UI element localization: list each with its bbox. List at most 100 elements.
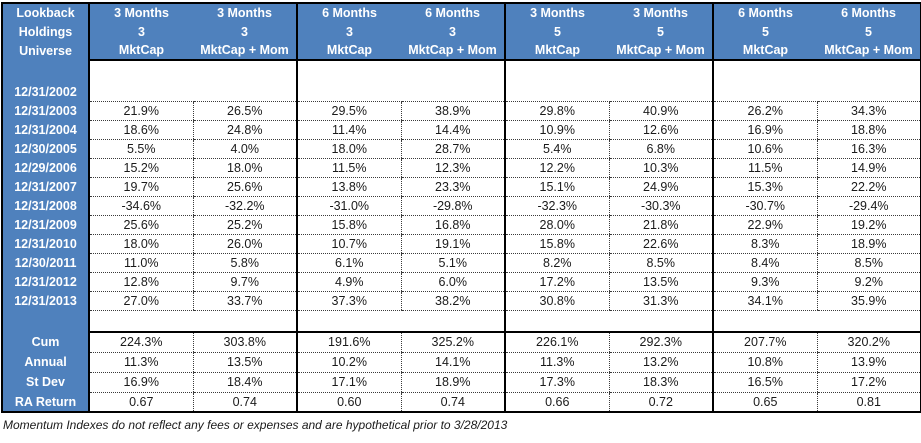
header-cell: MktCap <box>712 41 817 61</box>
value-cell: 14.9% <box>816 158 921 178</box>
value-cell: 27.0% <box>88 291 193 311</box>
spacer-cell <box>817 60 921 82</box>
value-cell: -30.7% <box>712 196 817 216</box>
summary-value-cell: 0.60 <box>296 392 401 413</box>
header-cell: 6 Months <box>296 3 401 22</box>
header-cell: 3 Months <box>88 3 193 22</box>
summary-row: RA Return 0.67 0.74 0.60 0.74 0.66 0.72 0.65 0.8… <box>2 392 921 413</box>
value-cell: 18.0% <box>88 234 193 254</box>
value-cell: 31.3% <box>608 291 713 311</box>
value-cell: 18.9% <box>816 234 921 254</box>
summary-label: Annual <box>2 352 89 372</box>
header-cell: 6 Months <box>817 3 921 22</box>
header-cell: 5 <box>712 22 817 41</box>
header-cell: 3 <box>401 22 505 41</box>
value-cell: 34.1% <box>712 291 817 311</box>
value-cell: -29.4% <box>816 196 921 216</box>
value-cell: 29.8% <box>504 101 609 121</box>
header-cell: MktCap <box>88 41 193 61</box>
value-cell: 8.4% <box>712 253 817 273</box>
value-cell: 13.5% <box>608 272 713 292</box>
header-cell: 3 Months <box>504 3 609 22</box>
value-cell: -32.3% <box>504 196 609 216</box>
date-row: 12/31/2002 <box>2 82 921 102</box>
spacer-cell <box>88 60 193 82</box>
summary-value-cell: 13.9% <box>816 352 921 373</box>
summary-value-cell: 17.2% <box>816 372 921 393</box>
header-cell: MktCap + Mom <box>817 41 921 61</box>
header-cell: 6 Months <box>712 3 817 22</box>
summary-value-cell: 10.8% <box>712 352 817 373</box>
value-cell: 29.5% <box>296 101 401 121</box>
date-label: 12/31/2004 <box>2 120 89 139</box>
summary-value-cell: 303.8% <box>192 332 297 353</box>
header-cell: 3 <box>296 22 401 41</box>
value-cell: 11.0% <box>88 253 193 273</box>
summary-value-cell: 0.74 <box>400 392 505 413</box>
summary-label: St Dev <box>2 372 89 392</box>
value-cell: 8.3% <box>712 234 817 254</box>
value-cell: 15.8% <box>504 234 609 254</box>
summary-value-cell: 17.1% <box>296 372 401 393</box>
value-cell: 10.3% <box>608 158 713 178</box>
value-cell: 9.2% <box>816 272 921 292</box>
header-cell: 5 <box>504 22 609 41</box>
value-cell <box>401 82 505 102</box>
value-cell: 15.8% <box>296 215 401 235</box>
date-row: 12/30/2005 5.5% 4.0% 18.0% 28.7% 5.4% 6.8% 10.6… <box>2 139 921 159</box>
value-cell: -31.0% <box>296 196 401 216</box>
value-cell: 22.9% <box>712 215 817 235</box>
value-cell: 34.3% <box>816 101 921 121</box>
spacer-row-summary <box>2 310 921 333</box>
date-label: 12/30/2011 <box>2 253 89 272</box>
date-row: 12/31/2003 21.9% 26.5% 29.5% 38.9% 29.8% 40.9%… <box>2 101 921 121</box>
row-label-spacer <box>2 60 89 82</box>
summary-value-cell: 325.2% <box>400 332 505 353</box>
date-label: 12/31/2010 <box>2 234 89 253</box>
header-cell: 5 <box>609 22 713 41</box>
value-cell: 28.7% <box>400 139 505 159</box>
header-cell: 6 Months <box>401 3 505 22</box>
header-row-holdings: Holdings 3 3 3 3 5 5 5 5 <box>2 22 921 41</box>
summary-value-cell: 320.2% <box>816 332 921 353</box>
summary-value-cell: 226.1% <box>504 332 609 353</box>
value-cell: 19.7% <box>88 177 193 197</box>
value-cell: 12.2% <box>504 158 609 178</box>
value-cell: 4.9% <box>296 272 401 292</box>
value-cell: 17.2% <box>504 272 609 292</box>
spacer-cell <box>504 60 609 82</box>
value-cell: 18.6% <box>88 120 193 140</box>
header-cell: 3 Months <box>193 3 297 22</box>
summary-value-cell: 0.66 <box>504 392 609 413</box>
summary-value-cell: 207.7% <box>712 332 817 353</box>
value-cell: 8.2% <box>504 253 609 273</box>
summary-value-cell: 18.4% <box>192 372 297 393</box>
value-cell: 16.3% <box>816 139 921 159</box>
value-cell: 5.5% <box>88 139 193 159</box>
value-cell: 11.5% <box>296 158 401 178</box>
value-cell: 23.3% <box>400 177 505 197</box>
header-row-universe: Universe MktCap MktCap + Mom MktCap MktCap +… <box>2 41 921 61</box>
value-cell: 19.2% <box>816 215 921 235</box>
value-cell: 33.7% <box>192 291 297 311</box>
summary-row: Cum 224.3% 303.8% 191.6% 325.2% 226.1% 292.3% 2… <box>2 332 921 353</box>
value-cell: 16.9% <box>712 120 817 140</box>
value-cell: 21.8% <box>608 215 713 235</box>
value-cell: 25.2% <box>192 215 297 235</box>
value-cell <box>88 82 193 102</box>
header-row-lookback: Lookback 3 Months 3 Months 6 Months 6 Months… <box>2 3 921 22</box>
summary-value-cell: 18.9% <box>400 372 505 393</box>
value-cell: 5.1% <box>400 253 505 273</box>
value-cell: 10.6% <box>712 139 817 159</box>
summary-row: Annual 11.3% 13.5% 10.2% 14.1% 11.3% 13.2% 10.8… <box>2 352 921 373</box>
value-cell: 35.9% <box>816 291 921 311</box>
corner-label: Universe <box>2 41 89 60</box>
summary-value-cell: 191.6% <box>296 332 401 353</box>
date-row: 12/31/2012 12.8% 9.7% 4.9% 6.0% 17.2% 13.5% 9.3… <box>2 272 921 292</box>
value-cell: 28.0% <box>504 215 609 235</box>
spacer-cell <box>609 310 713 333</box>
summary-value-cell: 11.3% <box>504 352 609 373</box>
summary-value-cell: 11.3% <box>88 352 193 373</box>
date-label: 12/31/2012 <box>2 272 89 291</box>
date-row: 12/31/2004 18.6% 24.8% 11.4% 14.4% 10.9% 12.6%… <box>2 120 921 140</box>
